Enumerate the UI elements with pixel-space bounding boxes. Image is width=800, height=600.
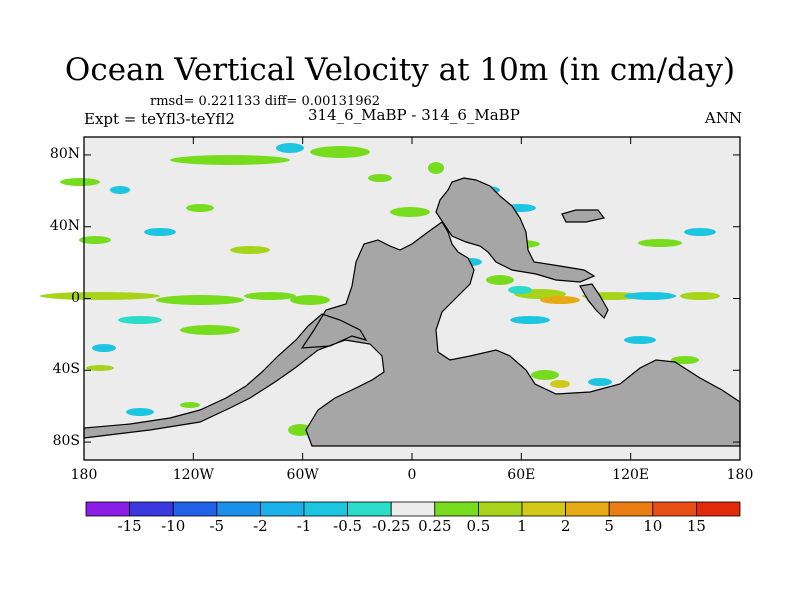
anomaly-patch-42 xyxy=(428,162,444,174)
anomaly-patch-32 xyxy=(684,228,716,236)
colorbar-box-14 xyxy=(696,501,741,517)
colorbar-box-4 xyxy=(259,501,305,517)
colorbar-label-8: 0.5 xyxy=(466,517,491,535)
anomaly-patch-18 xyxy=(86,365,114,371)
anomaly-patch-34 xyxy=(624,336,656,344)
colorbar xyxy=(85,501,741,517)
colorbar-label-7: 0.25 xyxy=(418,517,452,535)
colorbar-box-3 xyxy=(216,501,261,517)
anomaly-patch-22 xyxy=(368,174,392,182)
axes xyxy=(83,137,741,460)
experiment-label: Expt = teYfl3-teYfl2 xyxy=(84,110,235,128)
land-mass-1 xyxy=(83,221,741,447)
colorbar-box-13 xyxy=(652,501,697,517)
anomaly-patch-8 xyxy=(186,204,214,212)
colorbar-label-12: 10 xyxy=(643,517,663,535)
land-mass-3 xyxy=(561,209,606,223)
y-tick-label-1: 40N xyxy=(49,217,80,234)
colorbar-box-8 xyxy=(434,501,479,517)
anomaly-patch-36 xyxy=(531,370,559,380)
colorbar-box-11 xyxy=(565,501,610,517)
anomaly-patch-14 xyxy=(180,325,240,335)
colorbar-label-6: -0.25 xyxy=(371,517,411,535)
stats-text: rmsd= 0.221133 diff= 0.00131962 xyxy=(150,94,381,109)
colorbar-label-5: -0.5 xyxy=(333,517,363,535)
anomaly-patch-11 xyxy=(40,292,160,300)
colorbar-box-2 xyxy=(172,501,218,517)
anomaly-patch-39 xyxy=(588,378,612,386)
anomaly-patch-37 xyxy=(550,380,570,388)
anomaly-patch-10 xyxy=(230,246,270,254)
colorbar-box-9 xyxy=(477,501,523,517)
anomaly-patch-21 xyxy=(180,402,200,408)
colorbar-label-1: -10 xyxy=(161,517,186,535)
x-tick-label-6: 180 xyxy=(726,467,754,483)
anomaly-patch-33 xyxy=(671,356,699,364)
anomaly-patch-29 xyxy=(624,292,676,300)
colorbar-box-6 xyxy=(347,501,392,517)
y-tick-label-2: 0 xyxy=(71,289,80,306)
colorbar-box-5 xyxy=(303,501,348,517)
y-tick-label-4: 80S xyxy=(52,433,80,450)
period-label: 314_6_MaBP - 314_6_MaBP xyxy=(308,106,520,124)
anomaly-patch-16 xyxy=(290,295,330,305)
x-tick-label-0: 180 xyxy=(70,467,98,483)
land-mask xyxy=(83,177,741,447)
colorbar-label-10: 2 xyxy=(560,517,571,535)
anomaly-patch-20 xyxy=(288,424,312,436)
y-tick-label-3: 40S xyxy=(52,361,80,378)
anomaly-patch-27 xyxy=(508,286,532,294)
anomaly-patch-26 xyxy=(540,296,580,304)
colorbar-box-10 xyxy=(521,501,566,517)
land-mass-2 xyxy=(435,177,596,283)
x-tick-label-2: 60W xyxy=(286,467,319,483)
anomaly-patch-15 xyxy=(244,292,296,300)
colorbar-label-11: 5 xyxy=(604,517,614,535)
anomaly-patch-35 xyxy=(510,316,550,324)
anomaly-patch-12 xyxy=(156,295,244,305)
anomaly-patch-5 xyxy=(110,186,130,194)
colorbar-label-4: -1 xyxy=(296,517,312,535)
anomaly-patch-6 xyxy=(144,228,176,236)
land-mass-4 xyxy=(579,283,609,320)
colorbar-box-12 xyxy=(608,501,654,517)
anomaly-patch-30 xyxy=(680,292,720,300)
anomaly-patch-2 xyxy=(276,143,304,153)
x-tick-label-1: 120W xyxy=(172,467,214,483)
x-tick-label-3: 0 xyxy=(407,467,417,483)
anomaly-patch-7 xyxy=(79,236,111,244)
anomaly-patch-17 xyxy=(92,344,116,352)
anomaly-patch-24 xyxy=(486,275,514,285)
anomaly-patch-13 xyxy=(118,316,162,324)
colorbar-label-9: 1 xyxy=(517,517,527,535)
season-label: ANN xyxy=(704,109,742,127)
colorbar-box-0 xyxy=(85,501,130,517)
colorbar-label-2: -5 xyxy=(209,517,225,535)
anomaly-patch-4 xyxy=(60,178,100,186)
colorbar-box-1 xyxy=(129,501,174,517)
chart-title: Ocean Vertical Velocity at 10m (in cm/da… xyxy=(64,52,736,88)
colorbar-label-13: 15 xyxy=(686,517,706,535)
colorbar-label-0: -15 xyxy=(117,517,142,535)
x-tick-label-4: 60E xyxy=(507,467,536,483)
anomaly-patch-31 xyxy=(638,239,682,247)
anomaly-patch-1 xyxy=(170,155,290,165)
map-area xyxy=(40,136,741,461)
anomaly-patch-3 xyxy=(310,146,370,158)
y-tick-label-0: 80N xyxy=(49,145,80,162)
colorbar-label-3: -2 xyxy=(253,517,268,535)
anomaly-patch-9 xyxy=(390,207,430,217)
anomaly-patch-19 xyxy=(126,408,154,416)
x-tick-label-5: 120E xyxy=(612,467,650,483)
colorbar-box-7 xyxy=(390,501,436,517)
